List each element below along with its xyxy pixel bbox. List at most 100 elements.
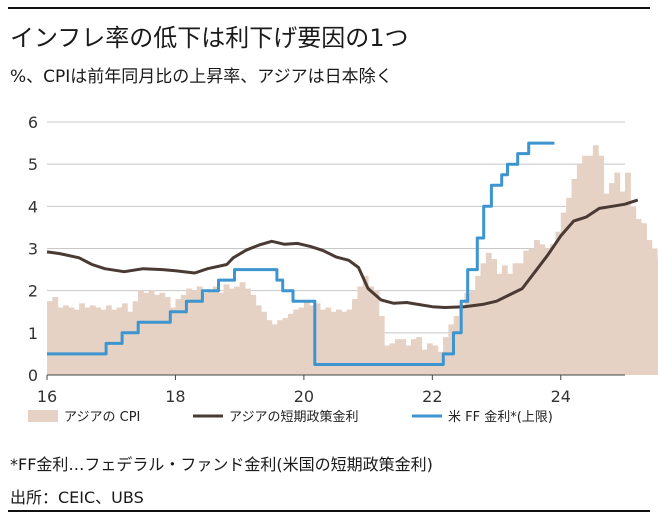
y-tick-label: 4 xyxy=(28,197,38,216)
cpi-bar xyxy=(212,286,219,375)
cpi-bar xyxy=(373,290,380,375)
tick-labels: 0 1 2 3 4 5 6 16 18 20 22 24 xyxy=(28,113,571,406)
cpi-bar xyxy=(501,265,508,375)
cpi-bar xyxy=(116,307,123,375)
legend-label: 米 FF 金利*(上限) xyxy=(448,409,553,425)
cpi-bar xyxy=(443,337,449,375)
cpi-bar xyxy=(68,307,75,375)
cpi-bar xyxy=(517,263,524,375)
cpi-bar xyxy=(180,294,187,375)
axes xyxy=(46,374,625,380)
cpi-bar xyxy=(314,303,321,375)
cpi-bar xyxy=(341,311,348,375)
cpi-bar xyxy=(271,324,278,375)
cpi-bar xyxy=(336,309,342,375)
cpi-bar xyxy=(121,303,128,375)
top-rule xyxy=(8,7,650,9)
cpi-bar xyxy=(571,178,578,375)
cpi-bar xyxy=(346,309,353,375)
cpi-bar xyxy=(614,172,621,375)
chart-svg: 0 1 2 3 4 5 6 16 18 20 22 24 アジアの CPI アジアの短期政策金利 米 FF… xyxy=(28,113,658,425)
legend-label: アジアの CPI xyxy=(64,410,140,425)
x-tick-label: 16 xyxy=(37,387,57,406)
cpi-bar xyxy=(592,145,599,375)
cpi-bar xyxy=(464,292,471,375)
cpi-bar xyxy=(603,193,610,375)
cpi-bar xyxy=(646,240,653,375)
cpi-bar xyxy=(228,288,235,375)
cpi-bar xyxy=(539,244,546,375)
cpi-bar xyxy=(63,305,69,375)
cpi-bar xyxy=(496,273,503,375)
cpi-bar xyxy=(426,343,433,375)
cpi-bar xyxy=(100,309,107,375)
cpi-bar xyxy=(598,155,605,375)
y-tick-label: 5 xyxy=(28,155,38,174)
cpi-bar xyxy=(485,252,492,375)
cpi-bar xyxy=(544,248,551,375)
cpi-bar xyxy=(218,292,225,375)
cpi-bar xyxy=(389,343,396,375)
y-tick-label: 0 xyxy=(28,366,38,385)
x-tick-label: 20 xyxy=(294,387,314,406)
cpi-bar xyxy=(164,296,171,375)
legend: アジアの CPI アジアの短期政策金利 米 FF 金利*(上限) xyxy=(28,409,553,425)
cpi-bar xyxy=(57,307,64,375)
cpi-bar xyxy=(319,309,326,375)
cpi-bar xyxy=(196,286,203,375)
cpi-bar xyxy=(555,231,562,375)
cpi-bar xyxy=(459,305,465,375)
cpi-bar xyxy=(469,290,476,375)
x-tick-label: 24 xyxy=(551,387,571,406)
cpi-bar xyxy=(186,288,192,375)
cpi-bar xyxy=(453,315,460,375)
cpi-bar xyxy=(293,309,300,375)
cpi-bar xyxy=(550,244,556,375)
cpi-bar xyxy=(352,299,358,375)
cpi-bar xyxy=(132,301,139,375)
cpi-bar xyxy=(491,259,498,375)
footnote: *FF金利…フェデラル・ファンド金利(米国の短期政策金利) xyxy=(10,455,433,474)
cpi-bar xyxy=(154,294,160,375)
cpi-bar xyxy=(560,212,567,375)
cpi-bar xyxy=(410,339,417,375)
cpi-bar xyxy=(250,294,257,375)
cpi-bar xyxy=(207,290,214,375)
cpi-bar xyxy=(523,250,530,375)
cpi-bar xyxy=(378,315,385,375)
cpi-bar xyxy=(625,172,631,375)
cpi-bar xyxy=(127,311,134,375)
cpi-bar xyxy=(368,286,374,375)
cpi-bar xyxy=(528,248,535,375)
cpi-bar xyxy=(587,155,594,375)
cpi-bar xyxy=(79,303,85,375)
chart-title: インフレ率の低下は利下げ要因の1つ xyxy=(10,24,409,52)
legend-label: アジアの短期政策金利 xyxy=(229,409,358,425)
y-tick-label: 6 xyxy=(28,113,38,132)
cpi-bar xyxy=(73,309,80,375)
cpi-bar xyxy=(105,305,112,375)
y-tick-label: 3 xyxy=(28,240,38,259)
cpi-bars xyxy=(47,145,658,375)
cpi-bar xyxy=(47,301,53,375)
cpi-bar xyxy=(84,307,91,375)
asia-policy-rate-line xyxy=(46,198,639,309)
x-tick-label: 22 xyxy=(422,387,442,406)
cpi-bar xyxy=(507,273,514,375)
cpi-bar xyxy=(630,206,637,375)
cpi-bar xyxy=(651,248,658,375)
cpi-bar xyxy=(95,307,102,375)
cpi-bar xyxy=(255,305,262,375)
source-note: 出所：CEIC、UBS xyxy=(10,488,144,507)
cpi-bar xyxy=(298,307,305,375)
cpi-bar xyxy=(432,345,439,375)
cpi-bar xyxy=(608,183,615,375)
cpi-bar xyxy=(245,288,251,375)
cpi-bar xyxy=(277,320,283,375)
cpi-bar xyxy=(287,313,294,375)
bottom-rule xyxy=(8,510,650,512)
legend-swatch xyxy=(28,410,58,422)
cpi-bar xyxy=(635,218,642,375)
cpi-bar xyxy=(641,223,647,375)
cpi-bar xyxy=(448,324,455,375)
